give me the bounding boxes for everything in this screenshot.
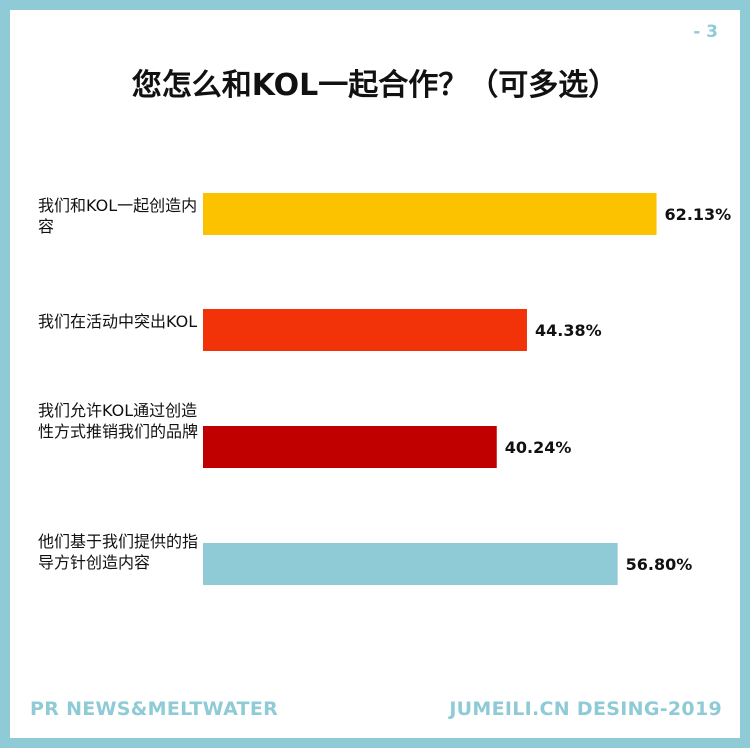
page-number: - 3 xyxy=(693,22,718,42)
category-label-4: 他们基于我们提供的指导方针创造内容 xyxy=(38,532,199,572)
footer-source: PR NEWS&MELTWATER xyxy=(30,698,279,720)
value-label-2: 44.38% xyxy=(535,321,602,340)
value-label-4: 56.80% xyxy=(626,555,693,574)
category-label-1: 我们和KOL一起创造内容 xyxy=(38,196,198,236)
chart-title: 您怎么和KOL一起合作？（可多选） xyxy=(131,68,619,103)
category-label-2: 我们在活动中突出KOL xyxy=(38,312,198,331)
bar-4 xyxy=(203,543,618,585)
footer-credit: JUMEILI.CN DESING-2019 xyxy=(449,698,722,720)
chart-frame: - 3 您怎么和KOL一起合作？（可多选） 我们和KOL一起创造内容 我们在活动… xyxy=(10,10,740,738)
bar-1 xyxy=(203,193,657,235)
value-label-1: 62.13% xyxy=(665,205,732,224)
bar-3 xyxy=(203,426,497,468)
bar-chart: 62.13% 44.38% 40.24% 56.80% xyxy=(203,193,732,585)
category-label-3: 我们允许KOL通过创造性方式推销我们的品牌 xyxy=(38,401,199,441)
value-label-3: 40.24% xyxy=(505,438,572,457)
bar-2 xyxy=(203,309,527,351)
